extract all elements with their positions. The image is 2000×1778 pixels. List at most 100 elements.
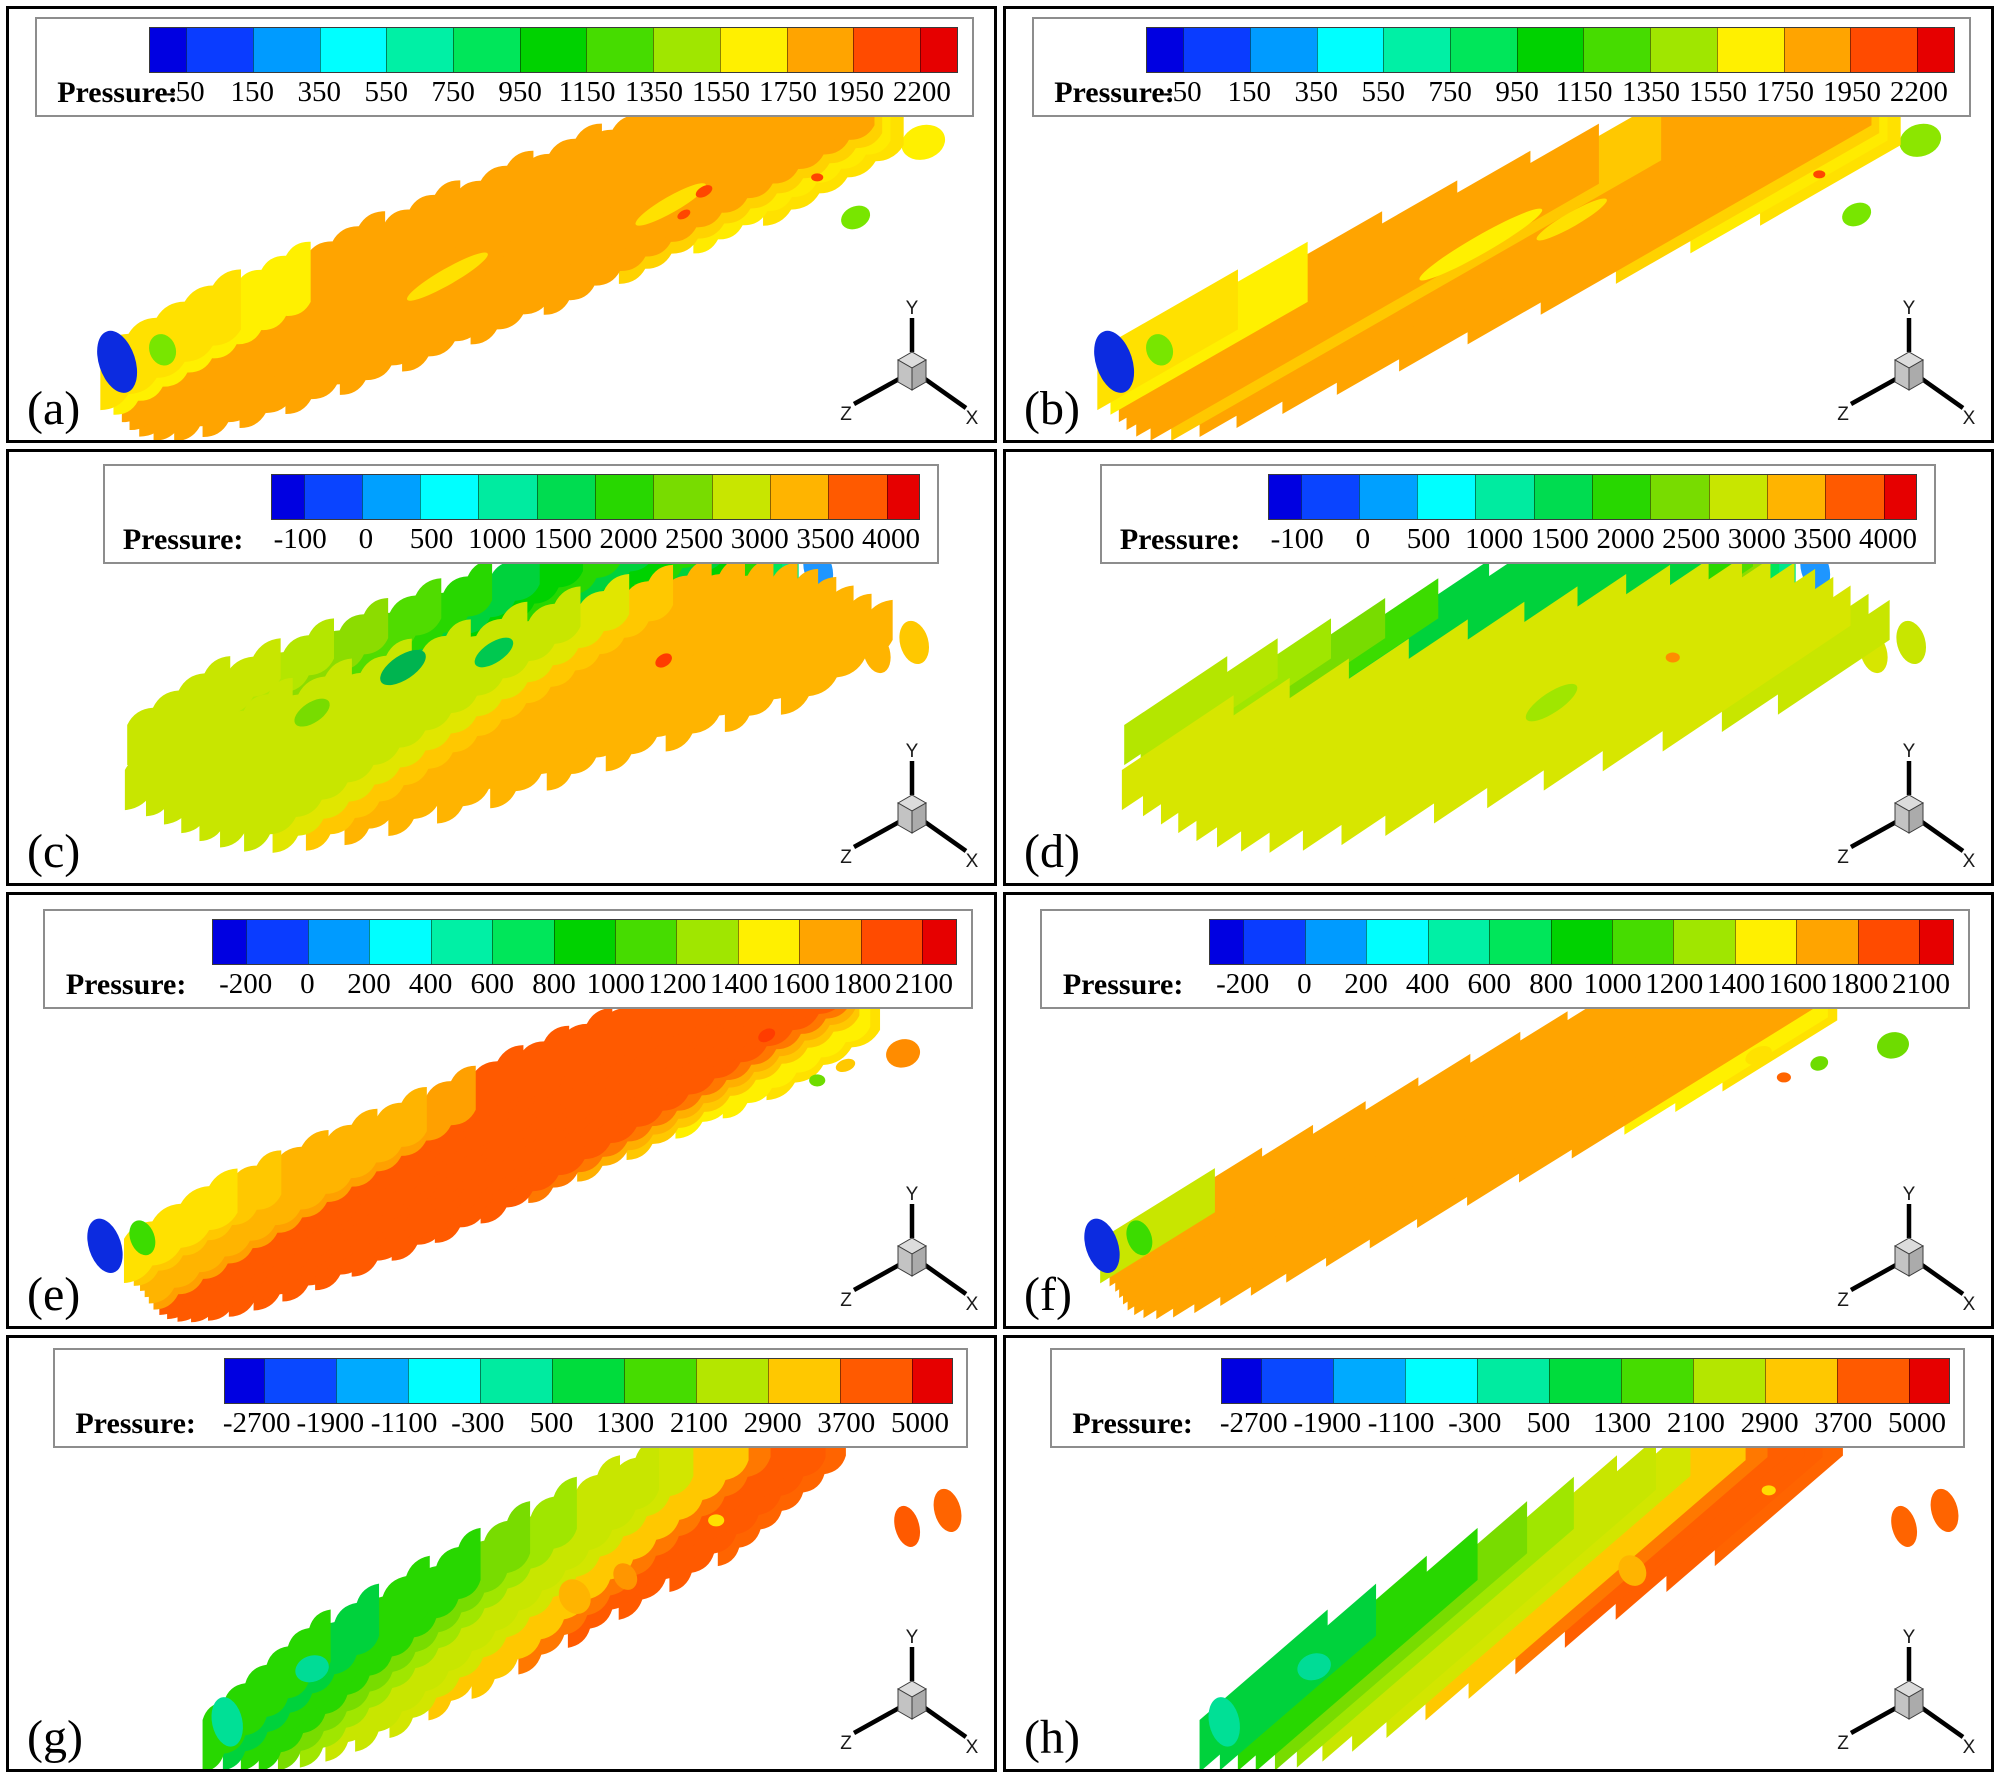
colorbar-tick-label: 1350 (1622, 76, 1681, 108)
contour-patch (841, 205, 871, 230)
panel-label: (c) (27, 825, 81, 878)
z-axis-label: Z (840, 847, 852, 868)
panel-g: -2700 -1900 -1100 -300 500 1300 2100 2900 3700 50… (6, 1335, 997, 1772)
colorbar-segment (420, 475, 479, 519)
colorbar-tick-label: -1900 (1293, 1407, 1362, 1439)
origin-cube-icon (1908, 359, 1924, 391)
colorbar-segment (407, 1359, 480, 1403)
colorbar-tick-label: 1150 (1555, 76, 1613, 108)
colorbar-tick-label: 1550 (1689, 76, 1748, 108)
x-axis-label: X (1963, 1737, 1976, 1758)
colorbar (1209, 919, 1955, 965)
inlet-slice-ellipse-marker (1094, 330, 1135, 393)
colorbar-ticks: -2700 -1900 -1100 -300 500 1300 2100 2900 3700 50… (1220, 1407, 1950, 1441)
colorbar-tick-label: 500 (409, 523, 454, 555)
colorbar-segment (1249, 28, 1317, 72)
colorbar-tick-label: 550 (1361, 76, 1405, 108)
inlet-slice-ellipse-marker (97, 330, 138, 393)
colorbar-segment (1221, 1359, 1261, 1403)
pressure-colorbar-legend: -200 0 200 400 600 800 1000 1200 1400 1600 1800 210… (1040, 909, 1971, 1009)
colorbar-tick-label: 1000 (468, 523, 527, 555)
colorbar (148, 27, 959, 73)
colorbar-tick-label: 2200 (1889, 76, 1948, 108)
origin-cube-icon (911, 1245, 927, 1277)
colorbar-segment (1489, 920, 1551, 964)
colorbar-tick-label: 2500 (665, 523, 724, 555)
colorbar-segment (1734, 920, 1797, 964)
z-axis-line (852, 820, 901, 849)
colorbar-tick-label: 2100 (1666, 1407, 1725, 1439)
panel-label: (h) (1024, 1711, 1080, 1764)
colorbar-segment (1919, 920, 1954, 964)
colorbar-segment (149, 28, 187, 72)
colorbar-segment (1883, 475, 1917, 519)
colorbar-tick-label: 5000 (890, 1407, 949, 1439)
axis-triad: Y Z X (1837, 741, 1975, 872)
outlet-slice-ellipse-marker (1877, 1032, 1909, 1059)
contour-patch (1525, 683, 1578, 722)
colorbar-segment (1146, 28, 1184, 72)
colorbar-tick-label: 500 (1406, 523, 1451, 555)
colorbar-segment (737, 920, 800, 964)
colorbar-tick-label: 800 (532, 968, 576, 1000)
colorbar-segment (1304, 920, 1367, 964)
colorbar-segment (1548, 1359, 1621, 1403)
panel-label: (e) (27, 1268, 81, 1321)
contour-patch (1842, 202, 1872, 227)
origin-cube-icon (1908, 1245, 1924, 1277)
colorbar-tick-label: 1550 (692, 76, 751, 108)
x-axis-line (1920, 1706, 1965, 1739)
colorbar-segment (623, 1359, 696, 1403)
colorbar-segment (799, 920, 861, 964)
colorbar-tick-label: 0 (300, 968, 315, 1000)
y-axis-label: Y (906, 298, 919, 319)
colorbar-segment (307, 920, 370, 964)
outlet-slice-ellipse-marker (1891, 1505, 1918, 1548)
colorbar-tick-label: 1750 (1755, 76, 1814, 108)
pressure-colorbar-legend: -200 0 200 400 600 800 1000 1200 1400 1600 1800 210… (43, 909, 974, 1009)
colorbar-tick-label: 5000 (1887, 1407, 1946, 1439)
colorbar-ticks: -200 0 200 400 600 800 1000 1200 1400 1600 1800 210… (212, 968, 957, 1002)
z-axis-line (1849, 377, 1898, 406)
colorbar-tick-label: 1800 (1830, 968, 1889, 1000)
colorbar-segment (1692, 1359, 1765, 1403)
pressure-colorbar-legend: -50 150 350 550 750 950 1150 1350 1550 1750 1950 22… (34, 17, 975, 117)
origin-cube-icon (911, 359, 927, 391)
contour-patch (1813, 170, 1826, 179)
colorbar-tick-label: 1500 (1530, 523, 1589, 555)
colorbar-tick-label: -200 (1216, 968, 1270, 1000)
colorbar-segment (452, 28, 520, 72)
colorbar-segment (386, 28, 453, 72)
colorbar-segment (1592, 475, 1651, 519)
panel-f: -200 0 200 400 600 800 1000 1200 1400 1600 1800 210… (1003, 892, 1994, 1329)
axis-triad: Y Z X (1837, 1627, 1976, 1758)
colorbar-segment (886, 475, 920, 519)
y-axis-label: Y (1903, 1184, 1916, 1205)
colorbar-segment (1917, 28, 1955, 72)
legend-title: Pressure: (1062, 968, 1184, 1001)
colorbar-tick-label: -300 (1448, 1407, 1502, 1439)
colorbar-tick-label: -1100 (370, 1407, 438, 1439)
colorbar-tick-label: 200 (347, 968, 391, 1000)
panel-c: -100 0 500 1000 1500 2000 2500 3000 3500 4000 Pres… (6, 449, 997, 886)
colorbar-tick-label: 2100 (1891, 968, 1950, 1000)
panel-label: (f) (1024, 1268, 1072, 1321)
colorbar-tick-label: 3700 (1814, 1407, 1873, 1439)
colorbar-tick-label: -100 (273, 523, 327, 555)
pressure-contour-scene (1199, 1403, 1959, 1769)
pressure-contour-scene (124, 511, 930, 853)
origin-cube-icon (911, 802, 927, 834)
contour-patch (835, 1058, 856, 1073)
axis-triad: Y Z X (840, 741, 978, 872)
colorbar-tick-label: -100 (1270, 523, 1324, 555)
legend-title: Pressure: (1119, 523, 1241, 556)
colorbar-segment (224, 1359, 264, 1403)
colorbar-tick-label: 1300 (1593, 1407, 1652, 1439)
panel-h: -2700 -1900 -1100 -300 500 1300 2100 2900 3700 50… (1003, 1335, 1994, 1772)
colorbar-tick-label: 550 (364, 76, 408, 108)
colorbar-segment (1583, 28, 1651, 72)
contour-patch (613, 1563, 638, 1590)
contour-patch (380, 649, 426, 686)
colorbar-segment (1183, 28, 1250, 72)
colorbar-segment (1767, 475, 1826, 519)
